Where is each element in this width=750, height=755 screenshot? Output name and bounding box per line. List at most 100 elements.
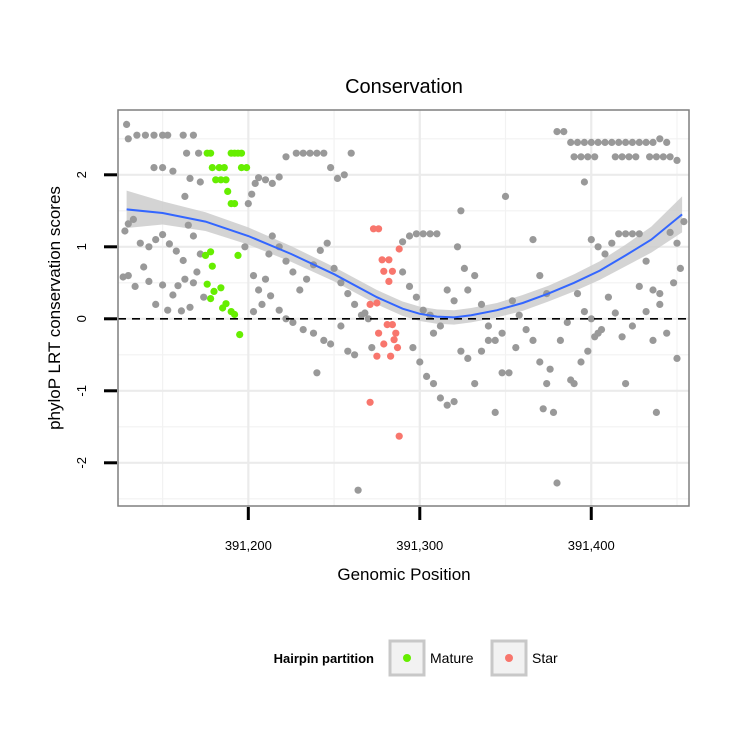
point-other <box>340 171 348 179</box>
point-other <box>577 153 585 161</box>
point-other <box>491 408 499 416</box>
point-other <box>289 318 297 326</box>
point-other <box>522 326 530 334</box>
point-other <box>457 347 465 355</box>
point-other <box>150 131 158 139</box>
point-other <box>464 354 472 362</box>
point-other <box>159 281 167 289</box>
point-star <box>366 398 374 406</box>
point-other <box>464 286 472 294</box>
point-other <box>498 369 506 377</box>
point-other <box>429 380 438 388</box>
point-other <box>412 293 420 301</box>
point-other <box>419 306 427 314</box>
point-other <box>159 131 167 139</box>
plot-panel <box>117 109 690 507</box>
point-other <box>409 344 417 352</box>
point-other <box>399 238 407 246</box>
point-other <box>608 138 616 146</box>
point-other <box>471 272 479 280</box>
point-other <box>268 179 276 187</box>
point-other <box>282 153 290 161</box>
point-other <box>587 138 595 146</box>
point-star <box>375 225 383 233</box>
point-other <box>611 153 619 161</box>
point-star <box>373 299 381 307</box>
y-tick-label: 1 <box>74 243 89 250</box>
smooth-trend-line <box>126 208 683 319</box>
y-axis-label: phyloP LRT conservation scores <box>45 186 64 430</box>
point-other <box>121 227 129 235</box>
point-mature <box>222 176 230 184</box>
point-other <box>656 300 664 308</box>
point-other <box>419 230 427 238</box>
point-other <box>299 326 307 334</box>
point-other <box>412 230 420 238</box>
point-other <box>405 282 414 290</box>
point-other <box>179 256 187 265</box>
point-other <box>123 120 131 128</box>
point-other <box>635 138 643 146</box>
point-other <box>666 153 674 161</box>
point-mature <box>231 310 239 319</box>
point-mature <box>207 149 215 157</box>
point-other <box>567 138 575 146</box>
point-other <box>265 250 273 258</box>
smooth-confidence-band <box>126 190 683 325</box>
point-other <box>577 358 585 366</box>
point-other <box>313 369 321 377</box>
point-other <box>594 138 602 146</box>
legend-label-mature: Mature <box>430 650 474 666</box>
y-tick-label: 0 <box>74 315 89 322</box>
point-other <box>196 178 204 186</box>
point-other <box>673 354 681 362</box>
point-other <box>327 340 335 348</box>
point-other <box>164 131 172 139</box>
point-other <box>573 290 582 298</box>
point-other <box>622 230 630 238</box>
point-star <box>390 336 398 344</box>
point-other <box>426 230 434 238</box>
point-other <box>460 264 468 272</box>
point-other <box>275 173 283 181</box>
point-other <box>249 272 258 280</box>
y-tick-label: -1 <box>74 385 89 397</box>
point-other <box>244 200 252 208</box>
point-other <box>364 315 372 323</box>
point-other <box>320 149 328 157</box>
point-other <box>680 218 688 226</box>
point-other <box>508 297 516 305</box>
point-other <box>181 275 189 283</box>
point-other <box>663 329 671 337</box>
point-mature <box>224 187 232 195</box>
point-star <box>366 300 374 308</box>
point-other <box>484 336 492 344</box>
point-other <box>443 401 451 409</box>
point-other <box>200 293 208 301</box>
point-other <box>584 347 592 355</box>
point-other <box>164 306 172 314</box>
point-other <box>145 243 153 251</box>
point-other <box>195 149 203 157</box>
point-other <box>172 247 180 255</box>
point-mature <box>237 164 246 172</box>
point-mature <box>210 287 218 295</box>
point-other <box>604 293 613 301</box>
point-other <box>344 290 352 298</box>
point-mature <box>208 164 216 172</box>
point-other <box>652 153 661 161</box>
point-star <box>380 340 388 348</box>
point-other <box>261 176 270 184</box>
point-other <box>282 257 290 265</box>
x-axis: 391,200 391,300 391,400 <box>225 507 615 553</box>
point-other <box>150 164 158 172</box>
point-other <box>501 192 510 200</box>
point-other <box>337 322 345 330</box>
point-mature <box>234 251 242 259</box>
point-other <box>306 149 314 157</box>
point-other <box>181 192 189 200</box>
point-other <box>368 344 376 352</box>
point-other <box>267 292 275 300</box>
point-mature <box>207 248 215 256</box>
point-other <box>515 311 523 319</box>
